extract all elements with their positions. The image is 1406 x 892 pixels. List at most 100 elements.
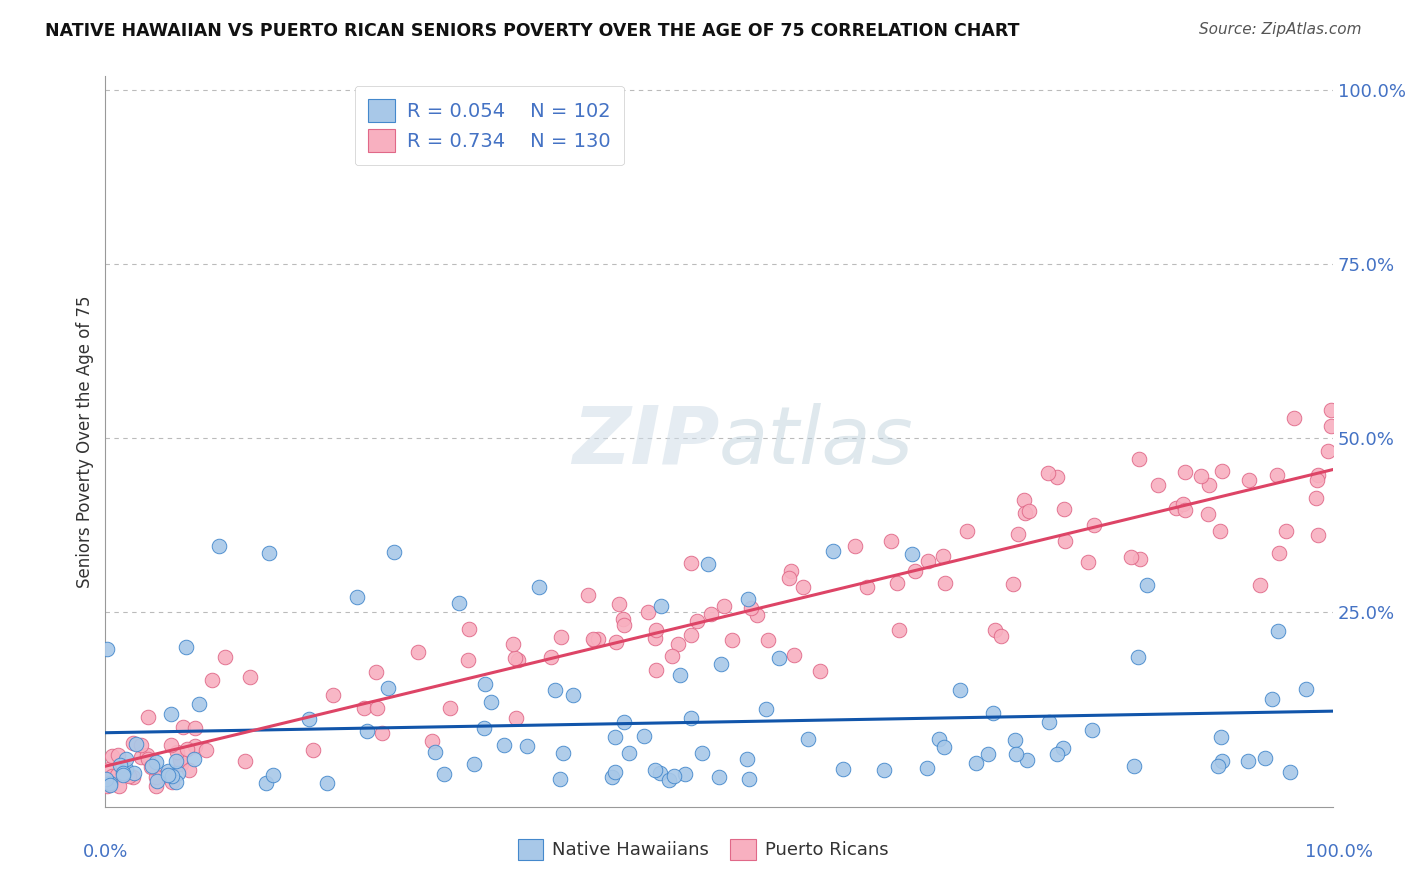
Point <box>254 776 277 790</box>
Point <box>1198 478 1220 492</box>
Text: NATIVE HAWAIIAN VS PUERTO RICAN SENIORS POVERTY OVER THE AGE OF 75 CORRELATION C: NATIVE HAWAIIAN VS PUERTO RICAN SENIORS … <box>45 22 1019 40</box>
Point <box>1305 491 1327 505</box>
Point <box>1052 741 1074 756</box>
Point <box>1004 732 1026 747</box>
Point <box>1128 649 1150 664</box>
Point <box>214 649 236 664</box>
Point <box>831 762 853 776</box>
Point <box>96 772 118 786</box>
Point <box>1018 504 1040 518</box>
Point <box>956 524 979 538</box>
Point <box>673 766 696 780</box>
Point <box>1189 469 1212 483</box>
Point <box>96 641 118 656</box>
Point <box>166 745 188 759</box>
Point <box>1319 419 1341 434</box>
Point <box>449 595 471 609</box>
Point <box>745 608 768 623</box>
Point <box>886 576 908 591</box>
Point <box>1208 524 1230 538</box>
Point <box>562 688 585 702</box>
Point <box>548 772 571 786</box>
Point <box>146 774 169 789</box>
Text: 0.0%: 0.0% <box>83 843 128 861</box>
Point <box>141 759 163 773</box>
Point <box>1254 750 1277 764</box>
Point <box>1123 758 1146 772</box>
Point <box>239 670 262 684</box>
Point <box>1260 691 1282 706</box>
Point <box>1036 466 1059 480</box>
Point <box>915 761 938 775</box>
Point <box>502 637 524 651</box>
Point <box>169 753 191 767</box>
Point <box>768 650 790 665</box>
Point <box>977 747 1000 762</box>
Point <box>1001 576 1024 591</box>
Point <box>650 766 672 780</box>
Point <box>262 767 284 781</box>
Point <box>506 652 529 666</box>
Point <box>346 590 368 604</box>
Point <box>503 651 526 665</box>
Point <box>527 580 550 594</box>
Text: 100.0%: 100.0% <box>1305 843 1372 861</box>
Point <box>644 763 666 777</box>
Point <box>662 769 685 783</box>
Point <box>98 777 121 791</box>
Point <box>100 776 122 790</box>
Point <box>165 774 187 789</box>
Point <box>576 588 599 602</box>
Point <box>1278 764 1301 779</box>
Point <box>1119 550 1142 565</box>
Point <box>1136 578 1159 592</box>
Point <box>302 742 325 756</box>
Point <box>551 746 574 760</box>
Text: Source: ZipAtlas.com: Source: ZipAtlas.com <box>1198 22 1361 37</box>
Point <box>602 771 624 785</box>
Point <box>612 612 634 626</box>
Point <box>1249 577 1271 591</box>
Point <box>707 770 730 784</box>
Point <box>1206 759 1229 773</box>
Point <box>983 706 1005 720</box>
Point <box>690 746 713 760</box>
Point <box>928 731 950 746</box>
Point <box>856 580 879 594</box>
Point <box>668 668 690 682</box>
Point <box>808 665 831 679</box>
Point <box>917 554 939 568</box>
Point <box>965 756 987 770</box>
Point <box>1038 715 1060 730</box>
Point <box>1211 464 1233 478</box>
Point <box>617 746 640 760</box>
Point <box>932 739 955 754</box>
Point <box>658 772 681 787</box>
Point <box>201 673 224 688</box>
Point <box>165 754 187 768</box>
Point <box>108 758 131 772</box>
Point <box>1081 723 1104 737</box>
Point <box>463 756 485 771</box>
Point <box>1197 507 1219 521</box>
Point <box>492 738 515 752</box>
Point <box>1015 753 1038 767</box>
Point <box>650 599 672 613</box>
Point <box>681 556 703 570</box>
Point <box>505 711 527 725</box>
Point <box>233 754 256 768</box>
Point <box>1284 410 1306 425</box>
Point <box>792 580 814 594</box>
Point <box>1014 506 1036 520</box>
Point <box>934 575 956 590</box>
Point <box>353 700 375 714</box>
Point <box>111 768 134 782</box>
Point <box>686 614 709 628</box>
Point <box>1147 477 1170 491</box>
Point <box>633 729 655 743</box>
Point <box>145 770 167 784</box>
Point <box>645 663 668 677</box>
Point <box>356 723 378 738</box>
Point <box>129 739 152 753</box>
Point <box>1129 552 1152 566</box>
